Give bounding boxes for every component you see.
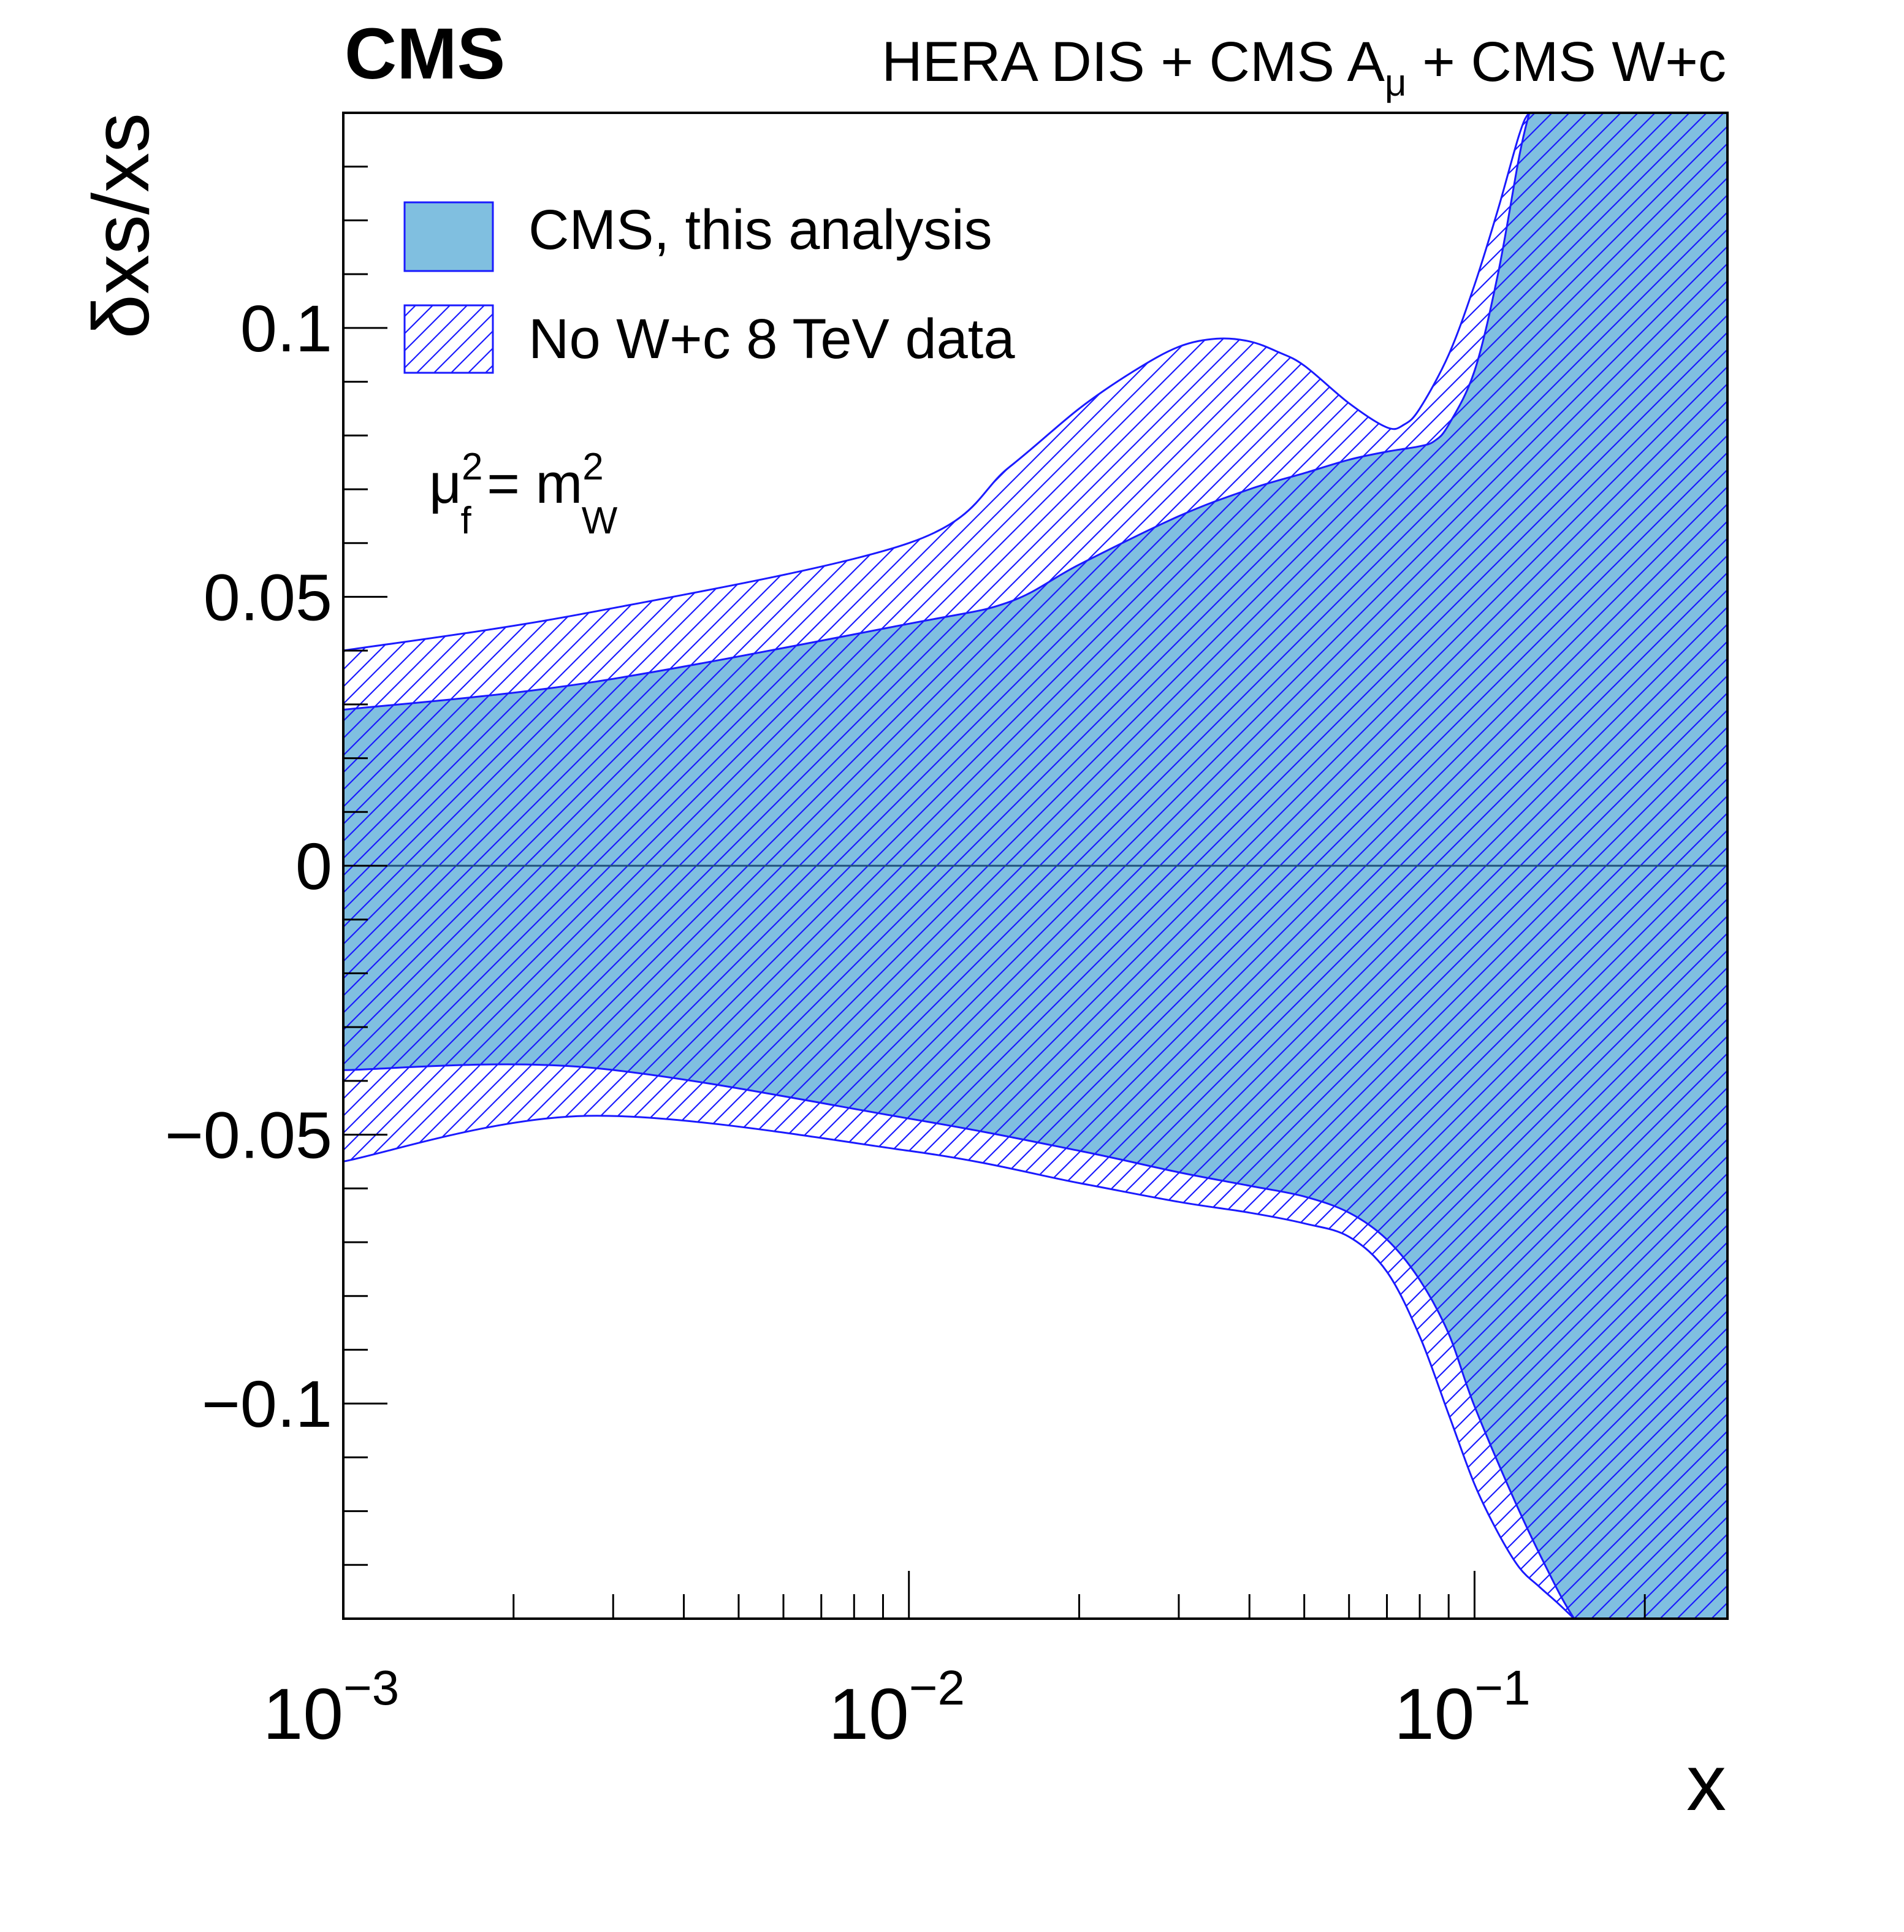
x-axis-title: x — [1686, 1738, 1726, 1827]
legend: CMS, this analysis No W+c 8 TeV data — [403, 199, 1015, 374]
scale-annotation: μ2 f = m2 W — [429, 446, 618, 542]
y-tick-label: 0 — [295, 829, 332, 903]
x-tick-label-base: 10 — [1394, 1674, 1474, 1755]
x-tick-label-base: 10 — [828, 1674, 908, 1755]
legend-label-cms: CMS, this analysis — [528, 199, 992, 261]
x-tick-label-base: 10 — [263, 1674, 343, 1755]
x-tick-label-exponent: −3 — [343, 1660, 399, 1715]
band-lower-edge-0 — [343, 1115, 1575, 1619]
bands-layer — [343, 113, 1727, 1619]
x-tick-label: 10−2 — [828, 1660, 964, 1755]
dataset-label: HERA DIS + CMS Aμ + CMS W+c — [882, 31, 1726, 104]
dataset-label-subscript: μ — [1385, 62, 1407, 104]
y-tick-label: 0.05 — [204, 560, 332, 634]
x-tick-label: 10−3 — [263, 1660, 399, 1755]
annotation-mu-sub: f — [461, 500, 472, 542]
y-tick-label: 0.1 — [240, 291, 332, 365]
annotation-mu-sup: 2 — [462, 446, 482, 488]
legend-label-no-wc: No W+c 8 TeV data — [528, 308, 1015, 370]
y-tick-label: −0.1 — [202, 1367, 332, 1441]
annotation-m-sup: 2 — [582, 446, 603, 488]
ticks-layer — [342, 112, 1646, 1620]
x-tick-label: 10−1 — [1394, 1660, 1530, 1755]
dataset-label-main: HERA DIS + CMS A — [882, 31, 1385, 93]
x-tick-label-exponent: −2 — [909, 1660, 965, 1715]
annotation-m-sub: W — [582, 500, 618, 542]
dataset-label-suffix: + CMS W+c — [1407, 31, 1726, 93]
legend-swatch-no-wc — [403, 304, 494, 374]
y-tick-label: −0.05 — [165, 1098, 332, 1172]
x-tick-label-exponent: −1 — [1474, 1660, 1530, 1715]
legend-swatch-cms — [403, 201, 494, 272]
annotation-mu: μ — [429, 452, 462, 515]
y-axis-title: δxs/xs — [76, 113, 166, 338]
experiment-label: CMS — [345, 13, 505, 94]
annotation-equals: = m — [471, 452, 582, 515]
band-upper-edge-0 — [343, 113, 1558, 652]
